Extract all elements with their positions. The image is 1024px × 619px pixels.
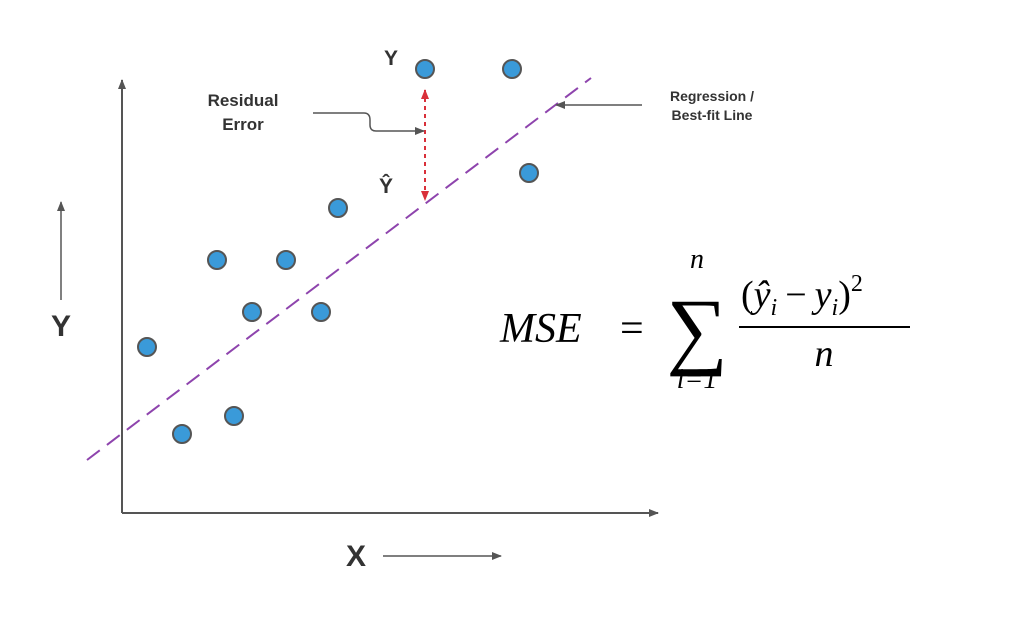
data-points — [137, 59, 539, 444]
data-point — [207, 250, 227, 270]
predicted-y-hat-label: Ŷ — [379, 174, 393, 198]
data-point — [415, 59, 435, 79]
sum-lower-limit: i=1 — [677, 364, 718, 395]
data-point — [242, 302, 262, 322]
data-point — [502, 59, 522, 79]
x-axis-label: X — [346, 540, 366, 573]
residual-callout-arrow — [313, 112, 425, 135]
actual-y-label: Y — [384, 47, 398, 70]
data-point — [137, 337, 157, 357]
data-point — [519, 163, 539, 183]
regression-label-line1: Regression / — [670, 88, 754, 104]
mse-equals: = — [620, 306, 644, 352]
mse-formula: MSE = ∑ n i=1 (ŷi − yi)2 n — [499, 244, 910, 395]
mse-numerator: (ŷi − yi)2 — [741, 271, 863, 321]
residual-label-line1: Residual — [208, 91, 279, 110]
data-point — [224, 406, 244, 426]
data-point — [328, 198, 348, 218]
regression-label-line2: Best-fit Line — [672, 107, 753, 123]
sum-upper-limit: n — [690, 244, 704, 275]
data-point — [276, 250, 296, 270]
sum-symbol: ∑ — [666, 281, 727, 377]
mse-lhs: MSE — [499, 306, 582, 352]
residual-label-line2: Error — [222, 115, 264, 134]
data-point — [172, 424, 192, 444]
regression-line — [86, 77, 592, 461]
mse-denominator: n — [815, 333, 834, 375]
data-point — [311, 302, 331, 322]
y-axis-label: Y — [51, 310, 71, 343]
